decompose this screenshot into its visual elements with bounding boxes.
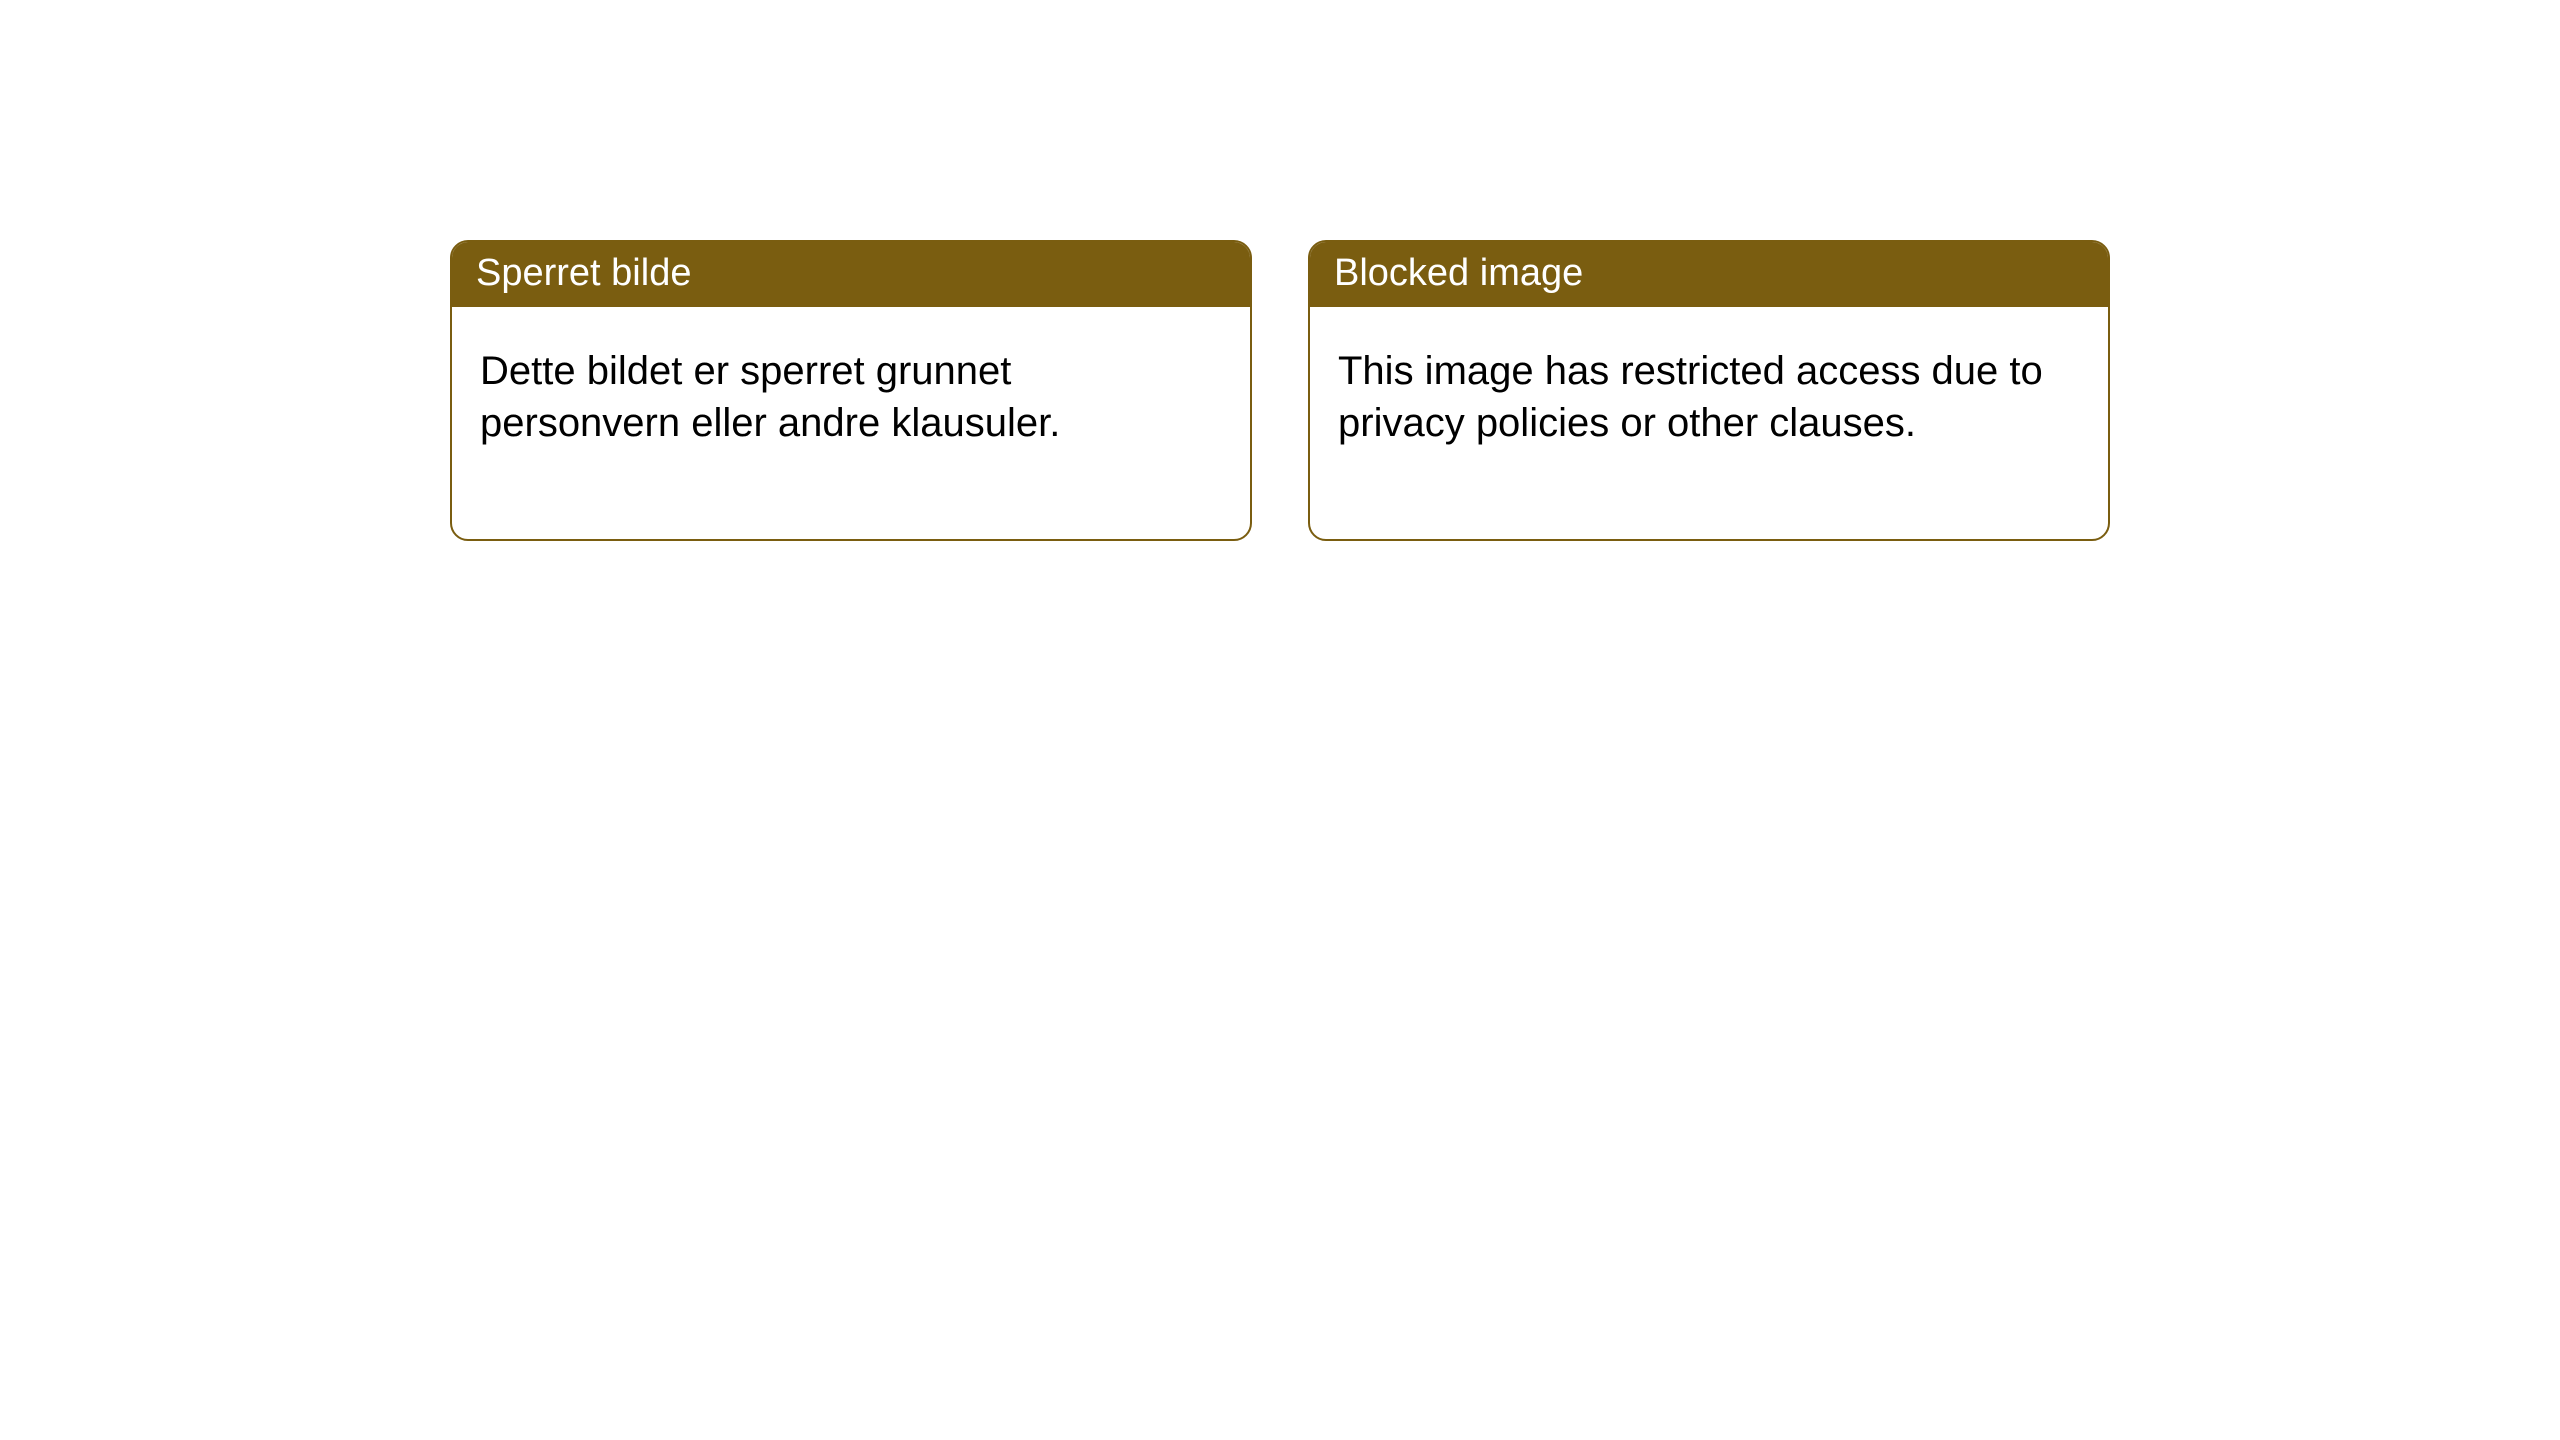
blocked-image-card-en: Blocked image This image has restricted …: [1308, 240, 2110, 541]
card-body-text: This image has restricted access due to …: [1338, 349, 2043, 445]
card-header: Sperret bilde: [452, 242, 1250, 307]
card-header: Blocked image: [1310, 242, 2108, 307]
card-body-text: Dette bildet er sperret grunnet personve…: [480, 349, 1060, 445]
card-body: This image has restricted access due to …: [1310, 307, 2108, 539]
card-body: Dette bildet er sperret grunnet personve…: [452, 307, 1250, 539]
blocked-image-card-no: Sperret bilde Dette bildet er sperret gr…: [450, 240, 1252, 541]
card-title: Sperret bilde: [476, 252, 691, 294]
card-title: Blocked image: [1334, 252, 1583, 294]
cards-container: Sperret bilde Dette bildet er sperret gr…: [0, 0, 2560, 541]
